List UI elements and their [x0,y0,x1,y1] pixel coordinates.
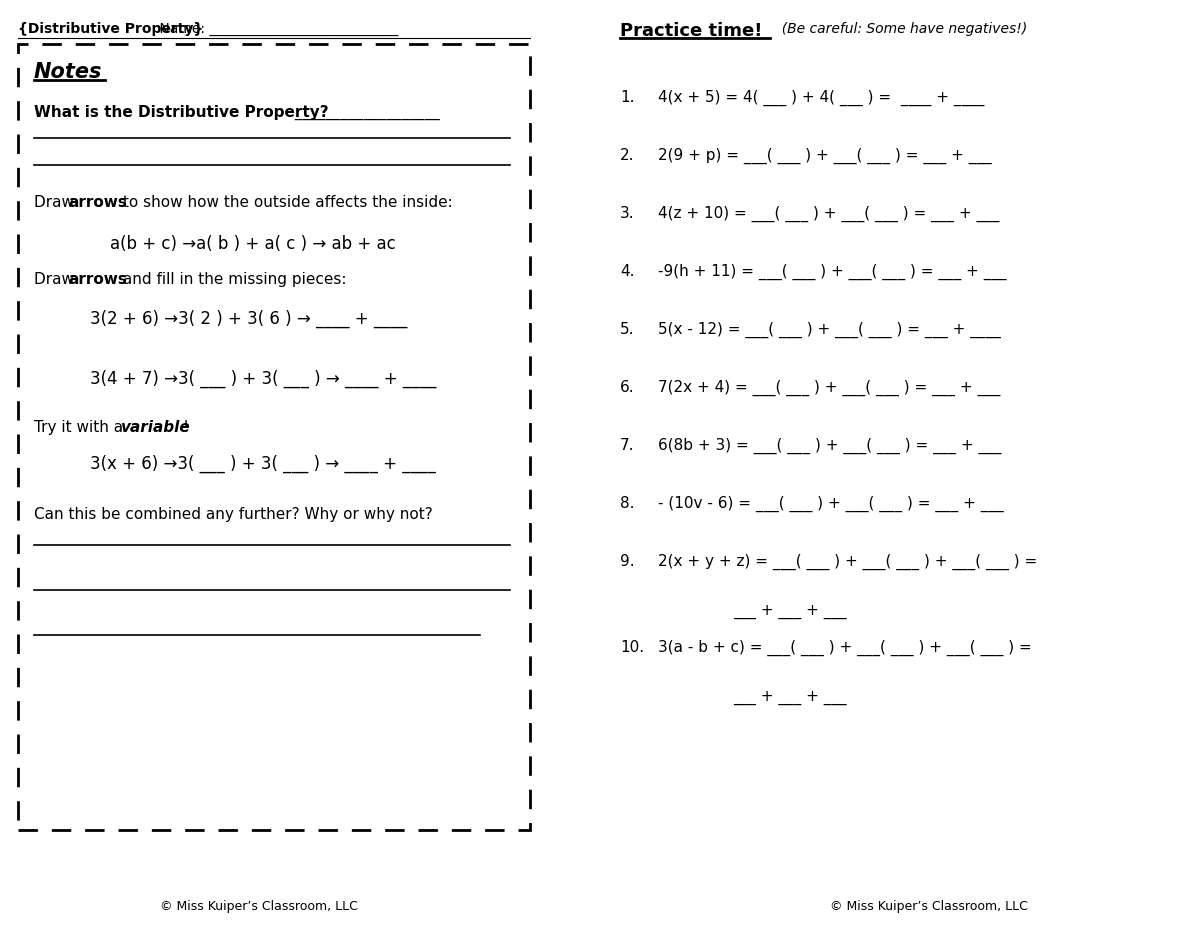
Text: 10.: 10. [620,640,644,655]
Text: What is the Distributive Property?: What is the Distributive Property? [34,105,329,120]
Text: 3(2 + 6) →3( 2 ) + 3( 6 ) → ____ + ____: 3(2 + 6) →3( 2 ) + 3( 6 ) → ____ + ____ [90,310,407,328]
Text: 2.: 2. [620,148,635,163]
Text: Draw: Draw [34,195,79,210]
Text: (Be careful: Some have negatives!): (Be careful: Some have negatives!) [773,22,1027,36]
Text: and fill in the missing pieces:: and fill in the missing pieces: [118,272,347,287]
Text: 3(x + 6) →3( ___ ) + 3( ___ ) → ____ + ____: 3(x + 6) →3( ___ ) + 3( ___ ) → ____ + _… [90,455,436,474]
Text: Draw: Draw [34,272,79,287]
Text: Can this be combined any further? Why or why not?: Can this be combined any further? Why or… [34,507,433,522]
Text: © Miss Kuiper’s Classroom, LLC: © Miss Kuiper’s Classroom, LLC [160,900,358,913]
Text: 9.: 9. [620,554,635,569]
Text: arrows: arrows [68,195,127,210]
Text: 3(a - b + c) = ___( ___ ) + ___( ___ ) + ___( ___ ) =: 3(a - b + c) = ___( ___ ) + ___( ___ ) +… [658,640,1032,656]
Text: to show how the outside affects the inside:: to show how the outside affects the insi… [118,195,452,210]
Text: 7.: 7. [620,438,635,453]
Text: Practice time!: Practice time! [620,22,762,40]
Text: ___ + ___ + ___: ___ + ___ + ___ [733,604,847,619]
Text: ___ + ___ + ___: ___ + ___ + ___ [733,690,847,705]
Text: Name: ___________________________: Name: ___________________________ [155,22,398,36]
Text: 3(4 + 7) →3( ___ ) + 3( ___ ) → ____ + ____: 3(4 + 7) →3( ___ ) + 3( ___ ) → ____ + _… [90,370,437,388]
Text: 5.: 5. [620,322,635,337]
Text: 3.: 3. [620,206,635,221]
Text: 7(2x + 4) = ___( ___ ) + ___( ___ ) = ___ + ___: 7(2x + 4) = ___( ___ ) + ___( ___ ) = __… [658,380,1001,396]
Text: 4(x + 5) = 4( ___ ) + 4( ___ ) =  ____ + ____: 4(x + 5) = 4( ___ ) + 4( ___ ) = ____ + … [658,90,984,107]
Text: {Distributive Property}: {Distributive Property} [18,22,203,36]
Text: 1.: 1. [620,90,635,105]
Text: variable: variable [120,420,190,435]
Text: a(b + c) →a( b ) + a( c ) → ab + ac: a(b + c) →a( b ) + a( c ) → ab + ac [110,235,396,253]
Text: 2(9 + p) = ___( ___ ) + ___( ___ ) = ___ + ___: 2(9 + p) = ___( ___ ) + ___( ___ ) = ___… [658,148,991,164]
Text: 2(x + y + z) = ___( ___ ) + ___( ___ ) + ___( ___ ) =: 2(x + y + z) = ___( ___ ) + ___( ___ ) +… [658,554,1037,570]
Text: Notes: Notes [34,62,102,82]
Text: arrows: arrows [68,272,127,287]
Text: Try it with a: Try it with a [34,420,128,435]
Text: 5(x - 12) = ___( ___ ) + ___( ___ ) = ___ + ____: 5(x - 12) = ___( ___ ) + ___( ___ ) = __… [658,322,1001,338]
Text: © Miss Kuiper’s Classroom, LLC: © Miss Kuiper’s Classroom, LLC [830,900,1028,913]
Text: !: ! [182,420,190,435]
Text: 6(8b + 3) = ___( ___ ) + ___( ___ ) = ___ + ___: 6(8b + 3) = ___( ___ ) + ___( ___ ) = __… [658,438,1001,454]
Text: - (10v - 6) = ___( ___ ) + ___( ___ ) = ___ + ___: - (10v - 6) = ___( ___ ) + ___( ___ ) = … [658,496,1003,513]
Text: ___________________: ___________________ [290,105,439,120]
Text: -9(h + 11) = ___( ___ ) + ___( ___ ) = ___ + ___: -9(h + 11) = ___( ___ ) + ___( ___ ) = _… [658,264,1007,280]
Text: 6.: 6. [620,380,635,395]
Text: 4(z + 10) = ___( ___ ) + ___( ___ ) = ___ + ___: 4(z + 10) = ___( ___ ) + ___( ___ ) = __… [658,206,1000,222]
Text: 8.: 8. [620,496,635,511]
Text: 4.: 4. [620,264,635,279]
